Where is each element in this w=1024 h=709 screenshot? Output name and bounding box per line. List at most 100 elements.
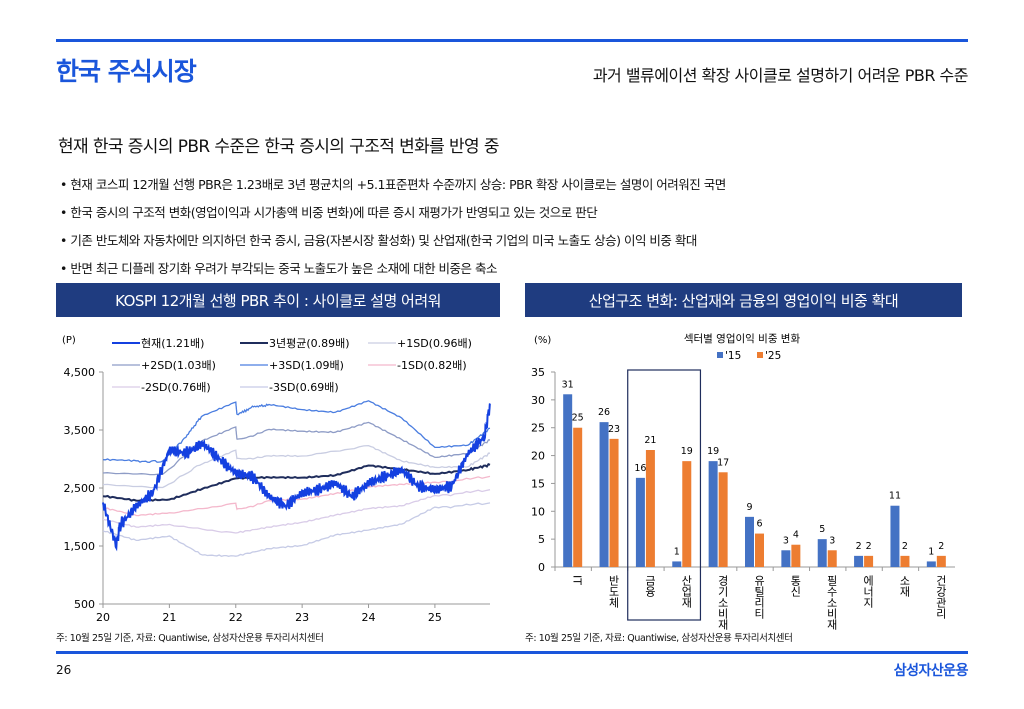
x-tick-label: 건강관리	[934, 575, 947, 619]
data-label: 16	[634, 463, 646, 474]
bar-25	[609, 438, 619, 567]
chart-title: 섹터별 영업이익 비중 변화	[684, 332, 801, 345]
y-tick-label: 0	[538, 561, 545, 574]
x-tick-label: IT	[571, 575, 584, 585]
x-tick-label: 금융	[643, 575, 656, 597]
bar-15	[817, 539, 827, 567]
series-line-2	[102, 444, 490, 489]
legend-label: +3SD(1.09배)	[269, 359, 344, 372]
bar-25	[682, 461, 692, 567]
bar-25	[573, 427, 583, 567]
data-label: 19	[707, 446, 719, 457]
data-label: 6	[756, 519, 762, 530]
x-tick-label: 에너지	[862, 575, 875, 608]
page-number: 26	[56, 663, 72, 677]
bar-25	[936, 555, 946, 567]
data-label: 25	[572, 413, 584, 424]
bar-15	[599, 422, 609, 567]
data-label: 2	[866, 541, 872, 552]
legend-label: -3SD(0.69배)	[269, 381, 339, 394]
data-label: 26	[598, 407, 610, 418]
bar-15	[781, 550, 791, 567]
legend-label: -2SD(0.76배)	[141, 381, 211, 394]
y-tick-label: 5	[538, 533, 545, 546]
series-line-7	[102, 502, 491, 558]
data-label: 9	[746, 502, 752, 513]
x-tick-label: 유틸리티	[753, 575, 766, 619]
bar-15	[926, 561, 936, 567]
x-tick-label: 22	[229, 611, 243, 624]
bar-15	[854, 555, 864, 567]
data-label: 4	[793, 530, 799, 541]
legend-label: -1SD(0.82배)	[397, 359, 467, 372]
series-line-0	[102, 403, 491, 552]
section-heading: 현재 한국 증시의 PBR 수준은 한국 증시의 구조적 변화를 반영 중	[58, 137, 500, 157]
legend-label: '25	[765, 350, 781, 362]
data-label: 21	[644, 435, 656, 446]
legend-swatch	[757, 352, 763, 358]
bar-25	[718, 472, 728, 567]
right-panel-title: 산업구조 변화: 산업재와 금융의 영업이익 비중 확대	[525, 283, 962, 317]
bar-25	[755, 533, 764, 567]
data-label: 2	[856, 541, 862, 552]
data-label: 3	[829, 535, 835, 546]
left-source-note: 주: 10월 25일 기준, 자료: Quantiwise, 삼성자산운용 투자…	[56, 633, 324, 644]
x-tick-label: 산업재	[680, 575, 693, 608]
y-tick-label: 35	[531, 366, 545, 379]
x-tick-label: 24	[362, 611, 376, 624]
legend-label: 현재(1.21배)	[141, 337, 204, 350]
y-tick-label: 30	[531, 394, 545, 407]
legend-swatch	[717, 352, 723, 358]
y-tick-label: 10	[531, 505, 545, 518]
x-tick-label: 23	[295, 611, 309, 624]
legend-label: '15	[725, 350, 741, 362]
bar-25	[900, 555, 910, 567]
data-label: 19	[681, 446, 693, 457]
x-tick-label: 필수소비재	[825, 575, 838, 630]
y-tick-label: 4,500	[64, 366, 96, 379]
highlight-box	[627, 369, 702, 621]
data-label: 5	[819, 524, 825, 535]
y-tick-label: 3,500	[64, 424, 96, 437]
bar-25	[827, 550, 837, 567]
top-rule	[56, 39, 968, 42]
data-label: 1	[928, 546, 934, 557]
y-tick-label: 25	[531, 422, 545, 435]
data-label: 2	[938, 541, 944, 552]
bar-15	[708, 461, 718, 567]
page-title: 한국 주식시장	[56, 57, 197, 86]
company-logo: 삼성자산운용	[893, 663, 969, 679]
legend-label: +2SD(1.03배)	[141, 359, 216, 372]
bar-15	[563, 394, 573, 567]
data-label: 2	[902, 541, 908, 552]
page-subtitle: 과거 밸류에이션 확장 사이클로 설명하기 어려운 PBR 수준	[592, 66, 969, 85]
x-tick-label: 21	[162, 611, 176, 624]
x-tick-label: 통신	[789, 575, 802, 597]
x-tick-label: 20	[96, 611, 110, 624]
bar-15	[745, 516, 754, 567]
bar-25	[864, 555, 874, 567]
y-tick-label: 1,500	[64, 540, 96, 553]
data-label: 31	[562, 379, 574, 390]
data-label: 1	[674, 546, 680, 557]
x-tick-label: 소재	[898, 575, 911, 597]
data-label: 23	[608, 424, 620, 435]
y-tick-label: 2,500	[64, 482, 96, 495]
y-tick-label: 20	[531, 450, 545, 463]
bullet-4: • 반면 최근 디플레 장기화 우려가 부각되는 중국 노출도가 높은 소재에 …	[60, 261, 498, 276]
series-line-5	[102, 475, 491, 517]
bar-25	[645, 450, 655, 567]
legend-label: 3년평균(0.89배)	[269, 337, 350, 350]
x-tick-label: 반도체	[607, 575, 620, 608]
sector-bar-chart: (%) 섹터별 영업이익 비중 변화'15'2505101520253035312…	[531, 332, 955, 630]
bar-15	[672, 561, 682, 567]
bottom-rule	[56, 651, 968, 654]
x-tick-label: 25	[428, 611, 442, 624]
bar-15	[890, 505, 900, 567]
bullet-1: • 현재 코스피 12개월 선행 PBR은 1.23배로 3년 평균치의 +5.…	[60, 177, 726, 192]
bar-15	[635, 477, 645, 567]
left-panel-title: KOSPI 12개월 선행 PBR 추이 : 사이클로 설명 어려워	[56, 283, 500, 317]
y-axis-unit: (P)	[62, 335, 76, 346]
legend-label: +1SD(0.96배)	[397, 337, 472, 350]
